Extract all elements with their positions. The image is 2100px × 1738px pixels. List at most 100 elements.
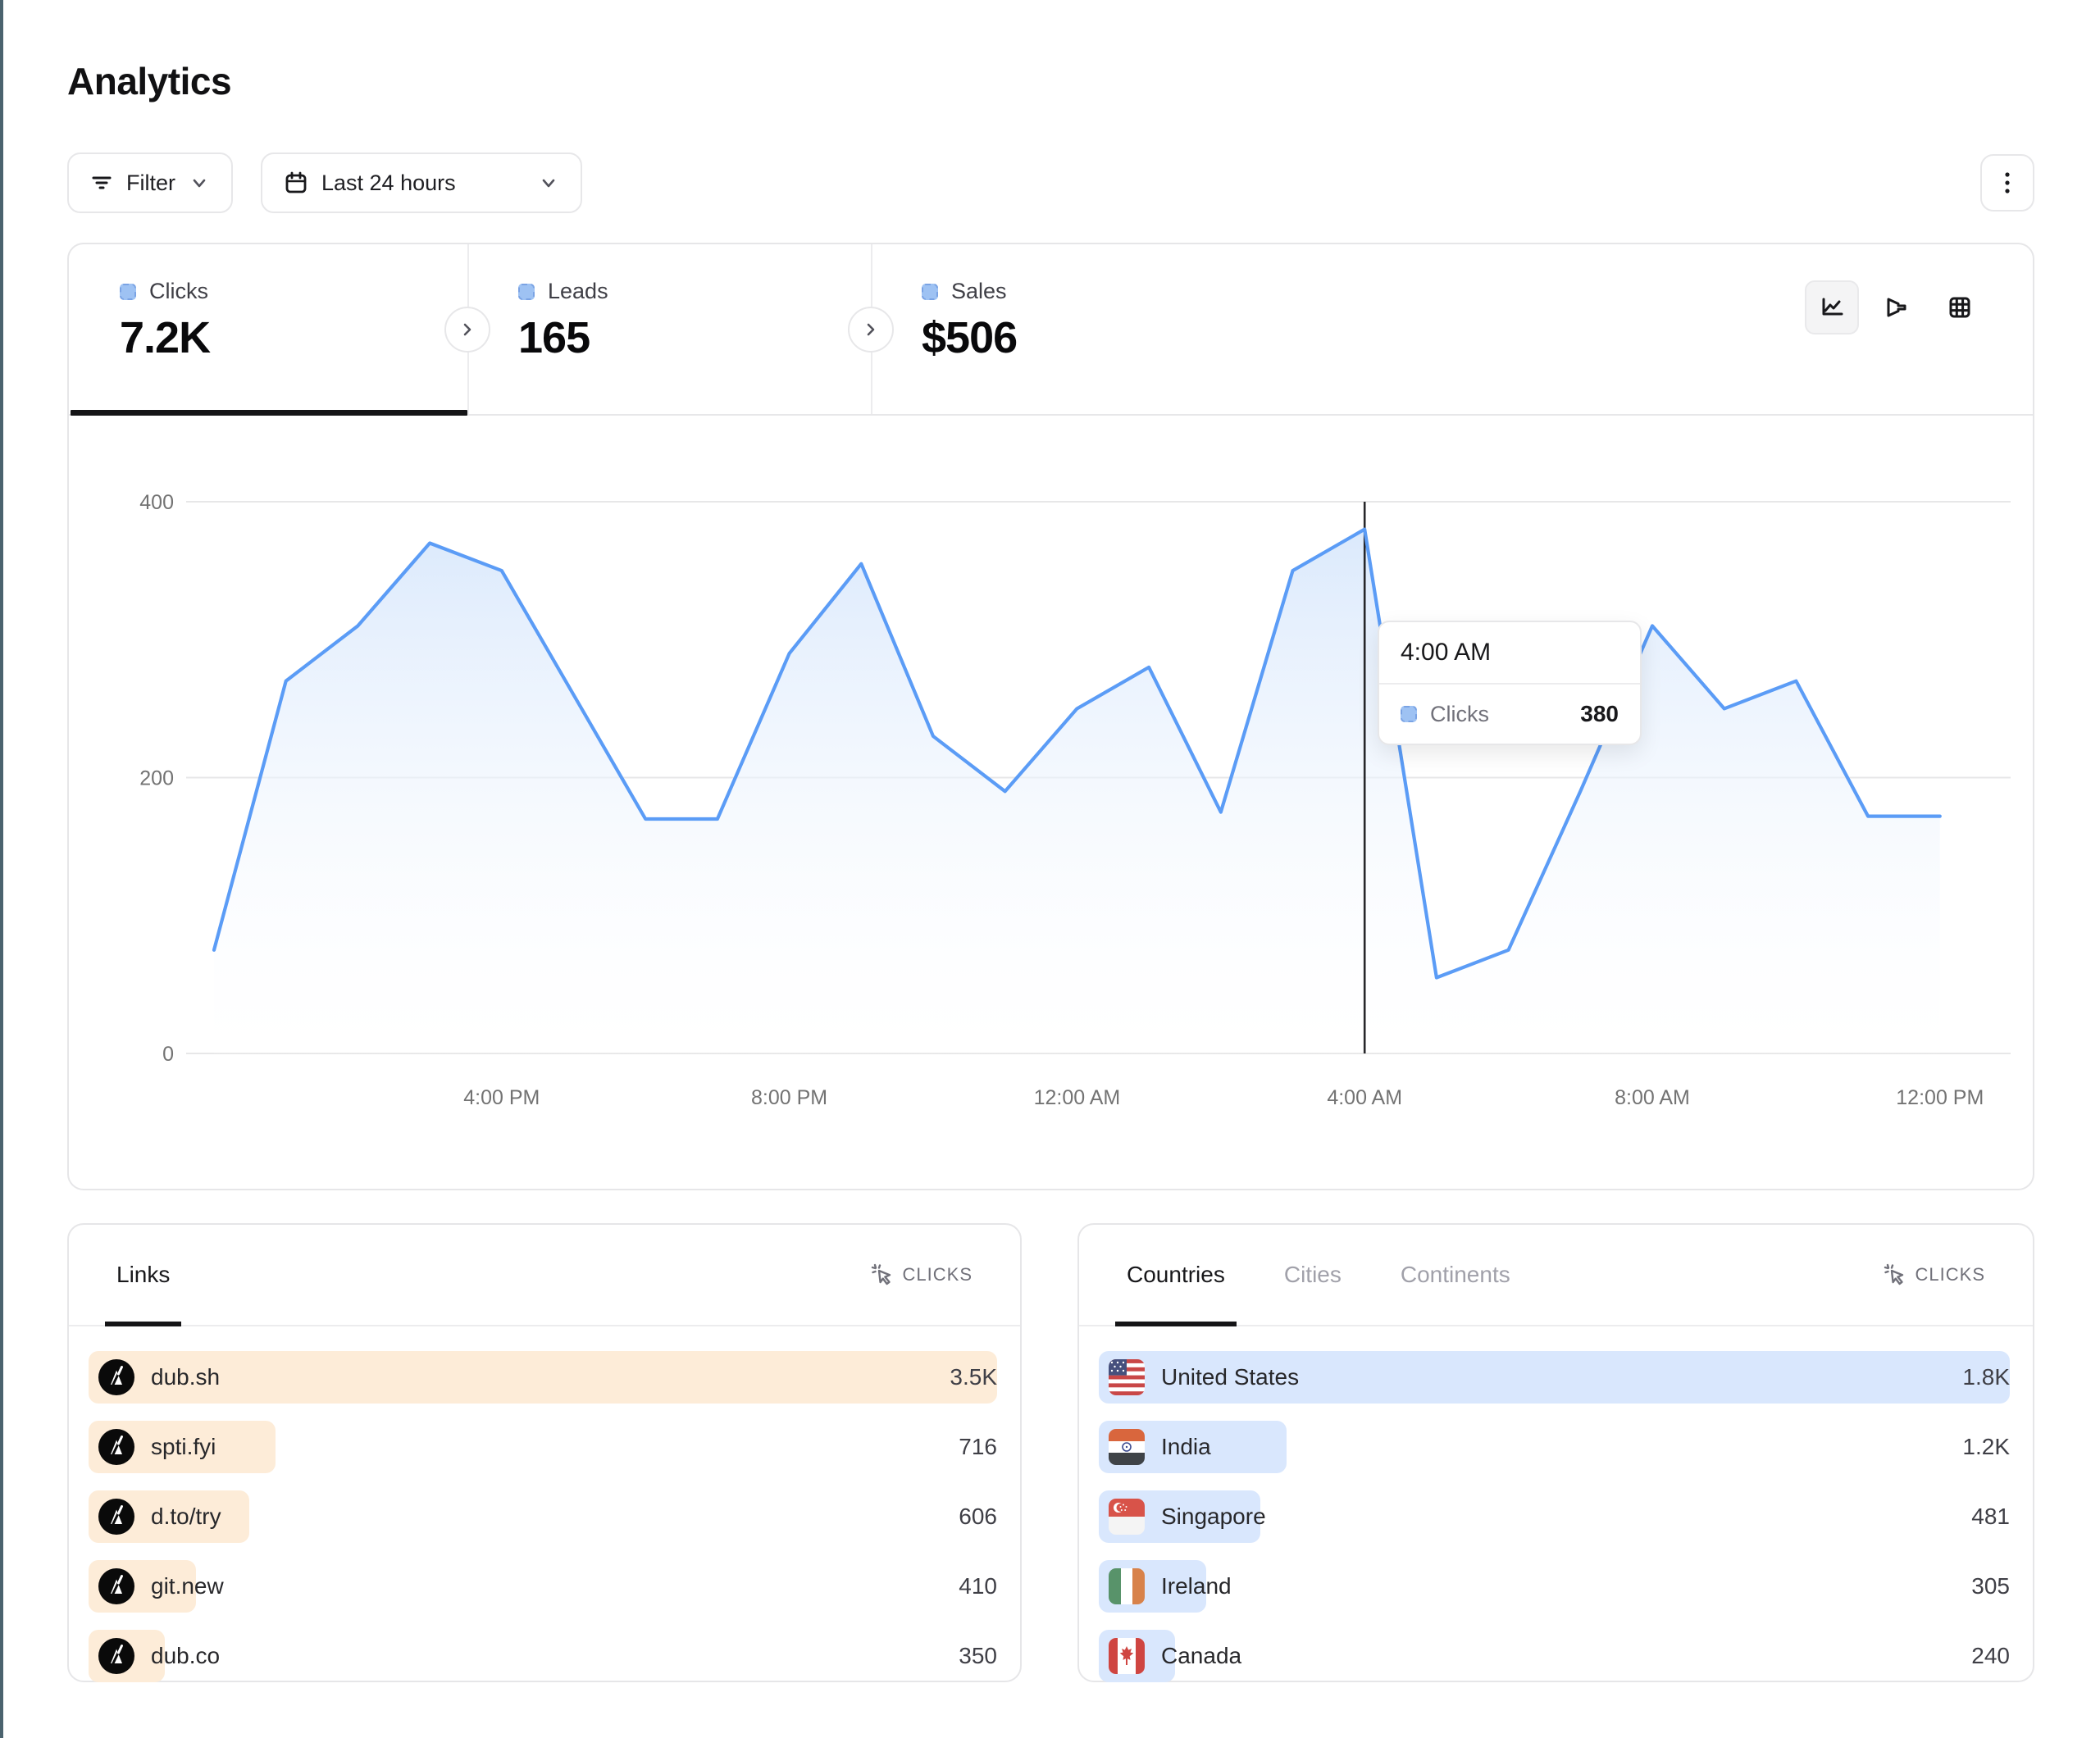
links-panel: Links CLICKS dub.sh 3.5K spti.fyi 716 d.to/t…: [67, 1223, 1022, 1682]
tooltip-series-label: Clicks: [1430, 701, 1489, 726]
line-chart-icon: [1822, 298, 1843, 316]
row-value: 240: [1971, 1643, 2010, 1668]
row-icon: [1109, 1568, 1145, 1604]
tab-continents[interactable]: Continents: [1400, 1262, 1510, 1287]
y-axis-tick: 400: [139, 491, 174, 514]
row-value: 305: [1971, 1573, 2010, 1599]
line-chart-view-button[interactable]: [1805, 280, 1859, 334]
row-value: 1.8K: [1962, 1364, 2010, 1390]
funnel-view-button[interactable]: [1869, 280, 1923, 334]
list-item[interactable]: Singapore 481: [1099, 1490, 2010, 1543]
table-view-button[interactable]: [1933, 280, 1987, 334]
value-bar: [1099, 1351, 2010, 1404]
sales-value: $506: [922, 313, 1018, 362]
y-axis-tick: 0: [162, 1043, 174, 1066]
row-value: 410: [959, 1573, 997, 1599]
row-label: dub.sh: [151, 1364, 221, 1390]
row-value: 1.2K: [1962, 1434, 2010, 1459]
list-item[interactable]: spti.fyi 716: [89, 1421, 997, 1473]
stat-label: Clicks: [149, 279, 208, 303]
cursor-click-icon: [871, 1263, 891, 1285]
tab-clicks[interactable]: Clicks 7.2K: [69, 244, 467, 416]
list-item[interactable]: Canada 240: [1099, 1630, 2010, 1682]
x-axis-tick: 12:00 AM: [1034, 1086, 1121, 1109]
flag-canada-icon: [1109, 1638, 1145, 1674]
tab-links[interactable]: Links: [105, 1225, 182, 1326]
kebab-menu-icon: [1995, 169, 2020, 197]
y-axis-tick: 200: [139, 767, 174, 790]
countries-metric-header[interactable]: CLICKS: [1883, 1263, 1997, 1287]
row-value: 350: [959, 1643, 997, 1668]
filter-icon: [90, 171, 113, 194]
expand-leads-button[interactable]: [848, 307, 894, 353]
row-label: git.new: [151, 1573, 224, 1599]
flag-us-icon: [1109, 1359, 1145, 1395]
row-icon: [1109, 1499, 1145, 1535]
x-axis-tick: 4:00 PM: [463, 1086, 540, 1109]
tooltip-series-swatch: [1401, 706, 1417, 722]
chevron-down-icon: [189, 172, 210, 193]
row-icon: [98, 1429, 134, 1465]
chevron-right-icon: [867, 323, 875, 336]
more-options-button[interactable]: [1980, 154, 2034, 212]
row-value: 606: [959, 1504, 997, 1529]
x-axis-tick: 4:00 AM: [1327, 1086, 1402, 1109]
clicks-chart-area[interactable]: 0 200 400 4:00 PM 8:00 PM 12:00 AM 4:00 AM 8:00…: [69, 416, 2033, 1189]
row-icon: [98, 1638, 134, 1674]
row-icon: [1109, 1429, 1145, 1465]
active-tab-underline: [71, 410, 467, 416]
list-item[interactable]: git.new 410: [89, 1560, 997, 1613]
list-item[interactable]: dub.co 350: [89, 1630, 997, 1682]
metric-label-text: CLICKS: [902, 1264, 973, 1285]
tab-countries[interactable]: Countries: [1115, 1225, 1237, 1326]
row-icon: [98, 1568, 134, 1604]
row-icon: [1109, 1359, 1145, 1395]
chart-tooltip: 4:00 AM Clicks 380: [1378, 621, 1642, 745]
tab-cities[interactable]: Cities: [1283, 1262, 1342, 1287]
date-range-label: Last 24 hours: [321, 170, 456, 195]
row-icon: [1109, 1638, 1145, 1674]
value-bar: [89, 1351, 997, 1404]
row-label: Ireland: [1161, 1573, 1232, 1599]
list-item[interactable]: dub.sh 3.5K: [89, 1351, 997, 1404]
tab-sales[interactable]: Sales $506: [871, 244, 1274, 414]
dub-logo-icon: [98, 1429, 134, 1465]
expand-clicks-button[interactable]: [444, 307, 490, 353]
dub-logo-icon: [98, 1568, 134, 1604]
list-item[interactable]: India 1.2K: [1099, 1421, 2010, 1473]
x-axis-tick: 12:00 PM: [1896, 1086, 1984, 1109]
flag-ireland-icon: [1109, 1568, 1145, 1604]
links-metric-header[interactable]: CLICKS: [870, 1263, 984, 1287]
countries-panel: Countries Cities Continents CLICKS Unite…: [1077, 1223, 2034, 1682]
row-label: d.to/try: [151, 1504, 221, 1529]
stats-tabs: Clicks 7.2K Leads 165 Sales $506: [69, 244, 2033, 416]
dub-logo-icon: [98, 1359, 134, 1395]
filter-button-label: Filter: [126, 170, 175, 195]
row-label: India: [1161, 1434, 1211, 1459]
row-label: dub.co: [151, 1643, 221, 1668]
stat-label: Sales: [951, 279, 1007, 303]
x-axis-tick: 8:00 PM: [751, 1086, 827, 1109]
area-fill: [214, 529, 1940, 1053]
chevron-down-icon: [538, 172, 559, 193]
list-item[interactable]: Ireland 305: [1099, 1560, 2010, 1613]
row-label: United States: [1161, 1364, 1300, 1390]
list-item[interactable]: d.to/try 606: [89, 1490, 997, 1543]
list-item[interactable]: United States 1.8K: [1099, 1351, 2010, 1404]
x-axis-tick: 8:00 AM: [1615, 1086, 1690, 1109]
filter-button[interactable]: Filter: [67, 152, 233, 213]
calendar-icon: [284, 171, 308, 195]
clicks-area-chart[interactable]: 0 200 400 4:00 PM 8:00 PM 12:00 AM 4:00 AM 8:00…: [69, 416, 2033, 1189]
tooltip-time: 4:00 AM: [1379, 622, 1640, 685]
clicks-series-swatch: [120, 283, 136, 300]
cursor-click-icon: [1884, 1263, 1903, 1285]
geo-tabs: Countries Cities Continents: [1115, 1225, 1522, 1326]
flag-singapore-icon: [1109, 1499, 1145, 1535]
tab-leads[interactable]: Leads 165: [467, 244, 871, 414]
date-range-button[interactable]: Last 24 hours: [261, 152, 582, 213]
leads-value: 165: [518, 313, 590, 362]
row-label: Canada: [1161, 1643, 1242, 1668]
grid-table-icon: [1949, 297, 1970, 318]
dub-logo-icon: [98, 1499, 134, 1535]
